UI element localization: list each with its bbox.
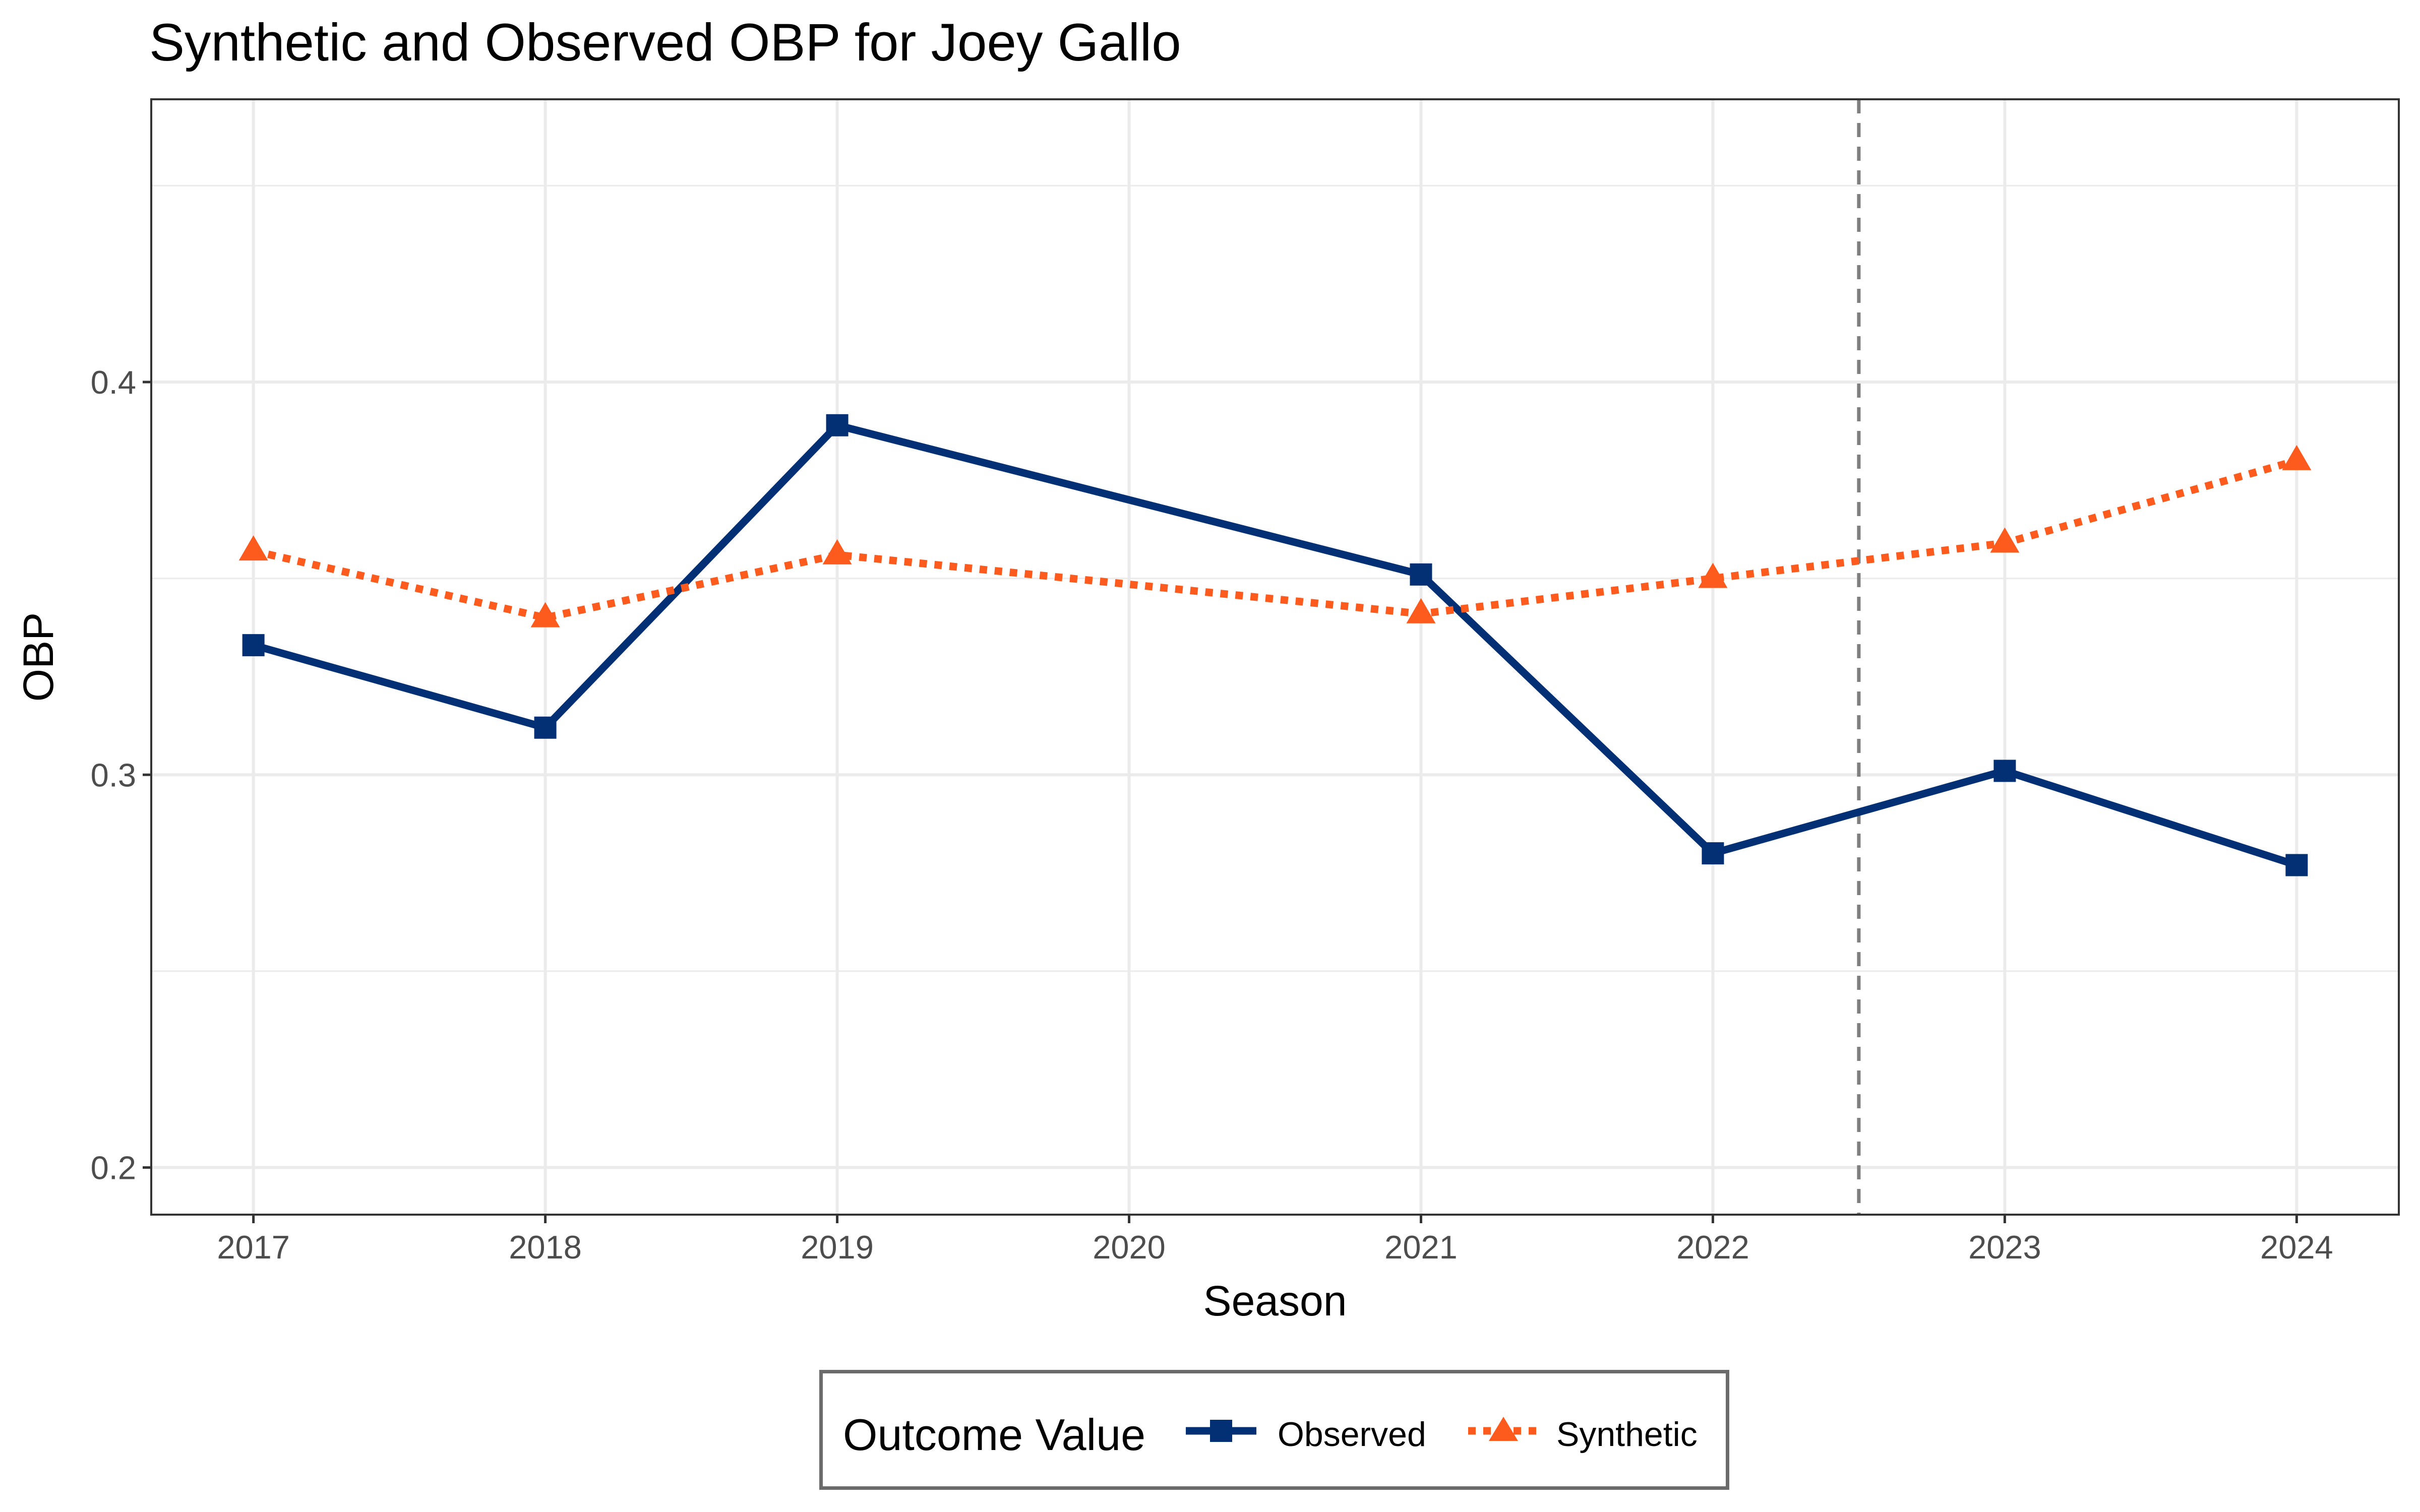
x-tick-label: 2023	[1968, 1229, 2041, 1266]
data-point-observed-2023	[1993, 760, 2016, 782]
chart-title: Synthetic and Observed OBP for Joey Gall…	[149, 13, 1181, 72]
legend-label-synthetic: Synthetic	[1556, 1415, 1698, 1454]
x-tick-label: 2024	[2260, 1229, 2333, 1266]
x-axis-title: Season	[1203, 1277, 1347, 1325]
x-tick-label: 2017	[217, 1229, 290, 1266]
legend-key-observed	[1186, 1420, 1256, 1442]
legend-marker-observed	[1210, 1420, 1232, 1442]
y-tick-label: 0.2	[91, 1149, 136, 1186]
data-point-observed-2018	[534, 716, 557, 739]
legend-title: Outcome Value	[843, 1410, 1146, 1460]
data-point-synthetic-2017	[238, 535, 268, 561]
data-point-observed-2017	[242, 634, 265, 657]
data-point-observed-2022	[1702, 842, 1724, 865]
plot-panel-border	[150, 98, 2400, 1216]
data-point-observed-2024	[2285, 854, 2308, 876]
legend-key-synthetic	[1468, 1417, 1539, 1441]
data-point-synthetic-2021	[1406, 598, 1436, 623]
data-point-observed-2021	[1410, 563, 1432, 586]
data-point-synthetic-2018	[530, 602, 560, 627]
plot-panel	[151, 99, 2399, 1215]
data-point-synthetic-2023	[1990, 527, 2020, 553]
y-tick-label: 0.4	[91, 364, 136, 401]
legend: Outcome Value Observed Synthetic	[819, 1370, 1729, 1490]
x-tick-label: 2021	[1384, 1229, 1458, 1266]
x-tick-label: 2022	[1676, 1229, 1749, 1266]
y-tick-label: 0.3	[91, 757, 136, 793]
x-tick-label: 2018	[509, 1229, 582, 1266]
legend-label-observed: Observed	[1278, 1415, 1426, 1454]
y-axis-title: OBP	[15, 612, 62, 702]
data-point-synthetic-2022	[1698, 562, 1728, 588]
legend-marker-synthetic	[1489, 1417, 1518, 1441]
x-tick-label: 2020	[1093, 1229, 1166, 1266]
data-point-synthetic-2019	[822, 539, 852, 564]
data-point-observed-2019	[826, 414, 849, 436]
x-tick-label: 2019	[801, 1229, 874, 1266]
data-point-synthetic-2024	[2282, 445, 2312, 470]
